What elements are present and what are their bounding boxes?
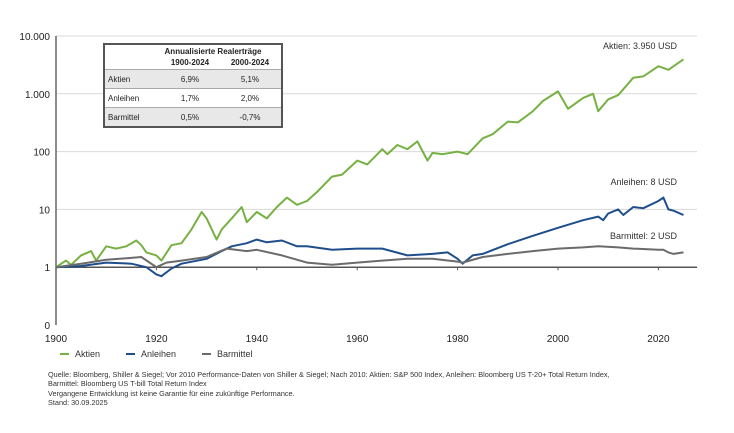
legend-swatch [126,353,136,355]
disclaimer: Vergangene Entwicklung ist keine Garanti… [48,388,295,398]
row-value: 2,0% [240,93,260,103]
row-label: Anleihen [108,93,140,103]
row-value: 5,1% [240,74,260,84]
x-tick-label: 2000 [547,334,570,345]
end-value-label: Barmittel: 2 USD [610,231,678,241]
table-row: Barmittel 0,5% -0,7% [105,107,281,126]
x-tick-label: 1920 [145,334,168,345]
y-tick-label: 10.000 [19,32,50,43]
series-line-barmittel [55,245,684,269]
x-tick-label: 1980 [446,334,469,345]
legend-label: Aktien [75,349,101,359]
row-value: 6,9% [180,74,200,84]
y-tick-label: 10 [39,205,51,216]
source-line: Quelle: Bloomberg, Shiller & Siegel; Vor… [48,370,610,379]
table-row: Aktien 6,9% 5,1% [105,69,281,88]
x-tick-label: 1960 [346,334,369,345]
legend-label: Barmittel [217,349,253,359]
row-value: 1,7% [180,93,200,103]
series-line-aktien [55,58,685,269]
x-tick-label: 1900 [45,334,68,345]
series-line-anleihen [55,196,684,278]
table-col-1900-2024: 1900-2024 [170,58,210,67]
row-value: -0,7% [239,112,261,122]
legend: Aktien Anleihen Barmittel [60,349,253,359]
x-tick-label: 1940 [246,334,269,345]
source-line: Barmittel: Bloomberg US T-bill Total Ret… [48,379,207,389]
legend-swatch [202,353,212,355]
y-tick-label: 1.000 [25,90,50,101]
row-value: 0,5% [180,112,200,122]
legend-item-barmittel: Barmittel [202,349,253,359]
y-tick-label: 0 [44,321,50,332]
legend-label: Anleihen [141,349,177,359]
end-value-label: Anleihen: 8 USD [610,177,677,187]
row-label: Aktien [108,74,131,84]
table-row: Anleihen 1,7% 2,0% [105,88,281,107]
x-tick-label: 2020 [647,334,670,345]
table-title: Annualisierte Realerträge [164,47,262,56]
returns-table: Annualisierte Realerträge 1900-2024 2000… [103,43,283,128]
legend-item-anleihen: Anleihen [126,349,176,359]
legend-item-aktien: Aktien [60,349,100,359]
row-label: Barmittel [108,112,140,122]
end-value-label: Aktien: 3.950 USD [603,41,678,51]
source-notes: Quelle: Bloomberg, Shiller & Siegel; Vor… [48,370,728,407]
table-header-row: 1900-2024 2000-2024 [105,56,281,69]
as-of-date: Stand: 30.09.2025 [48,397,108,407]
table-col-2000-2024: 2000-2024 [230,58,270,67]
legend-swatch [60,353,69,355]
y-tick-label: 100 [33,148,50,159]
y-tick-label: 1 [44,263,50,274]
